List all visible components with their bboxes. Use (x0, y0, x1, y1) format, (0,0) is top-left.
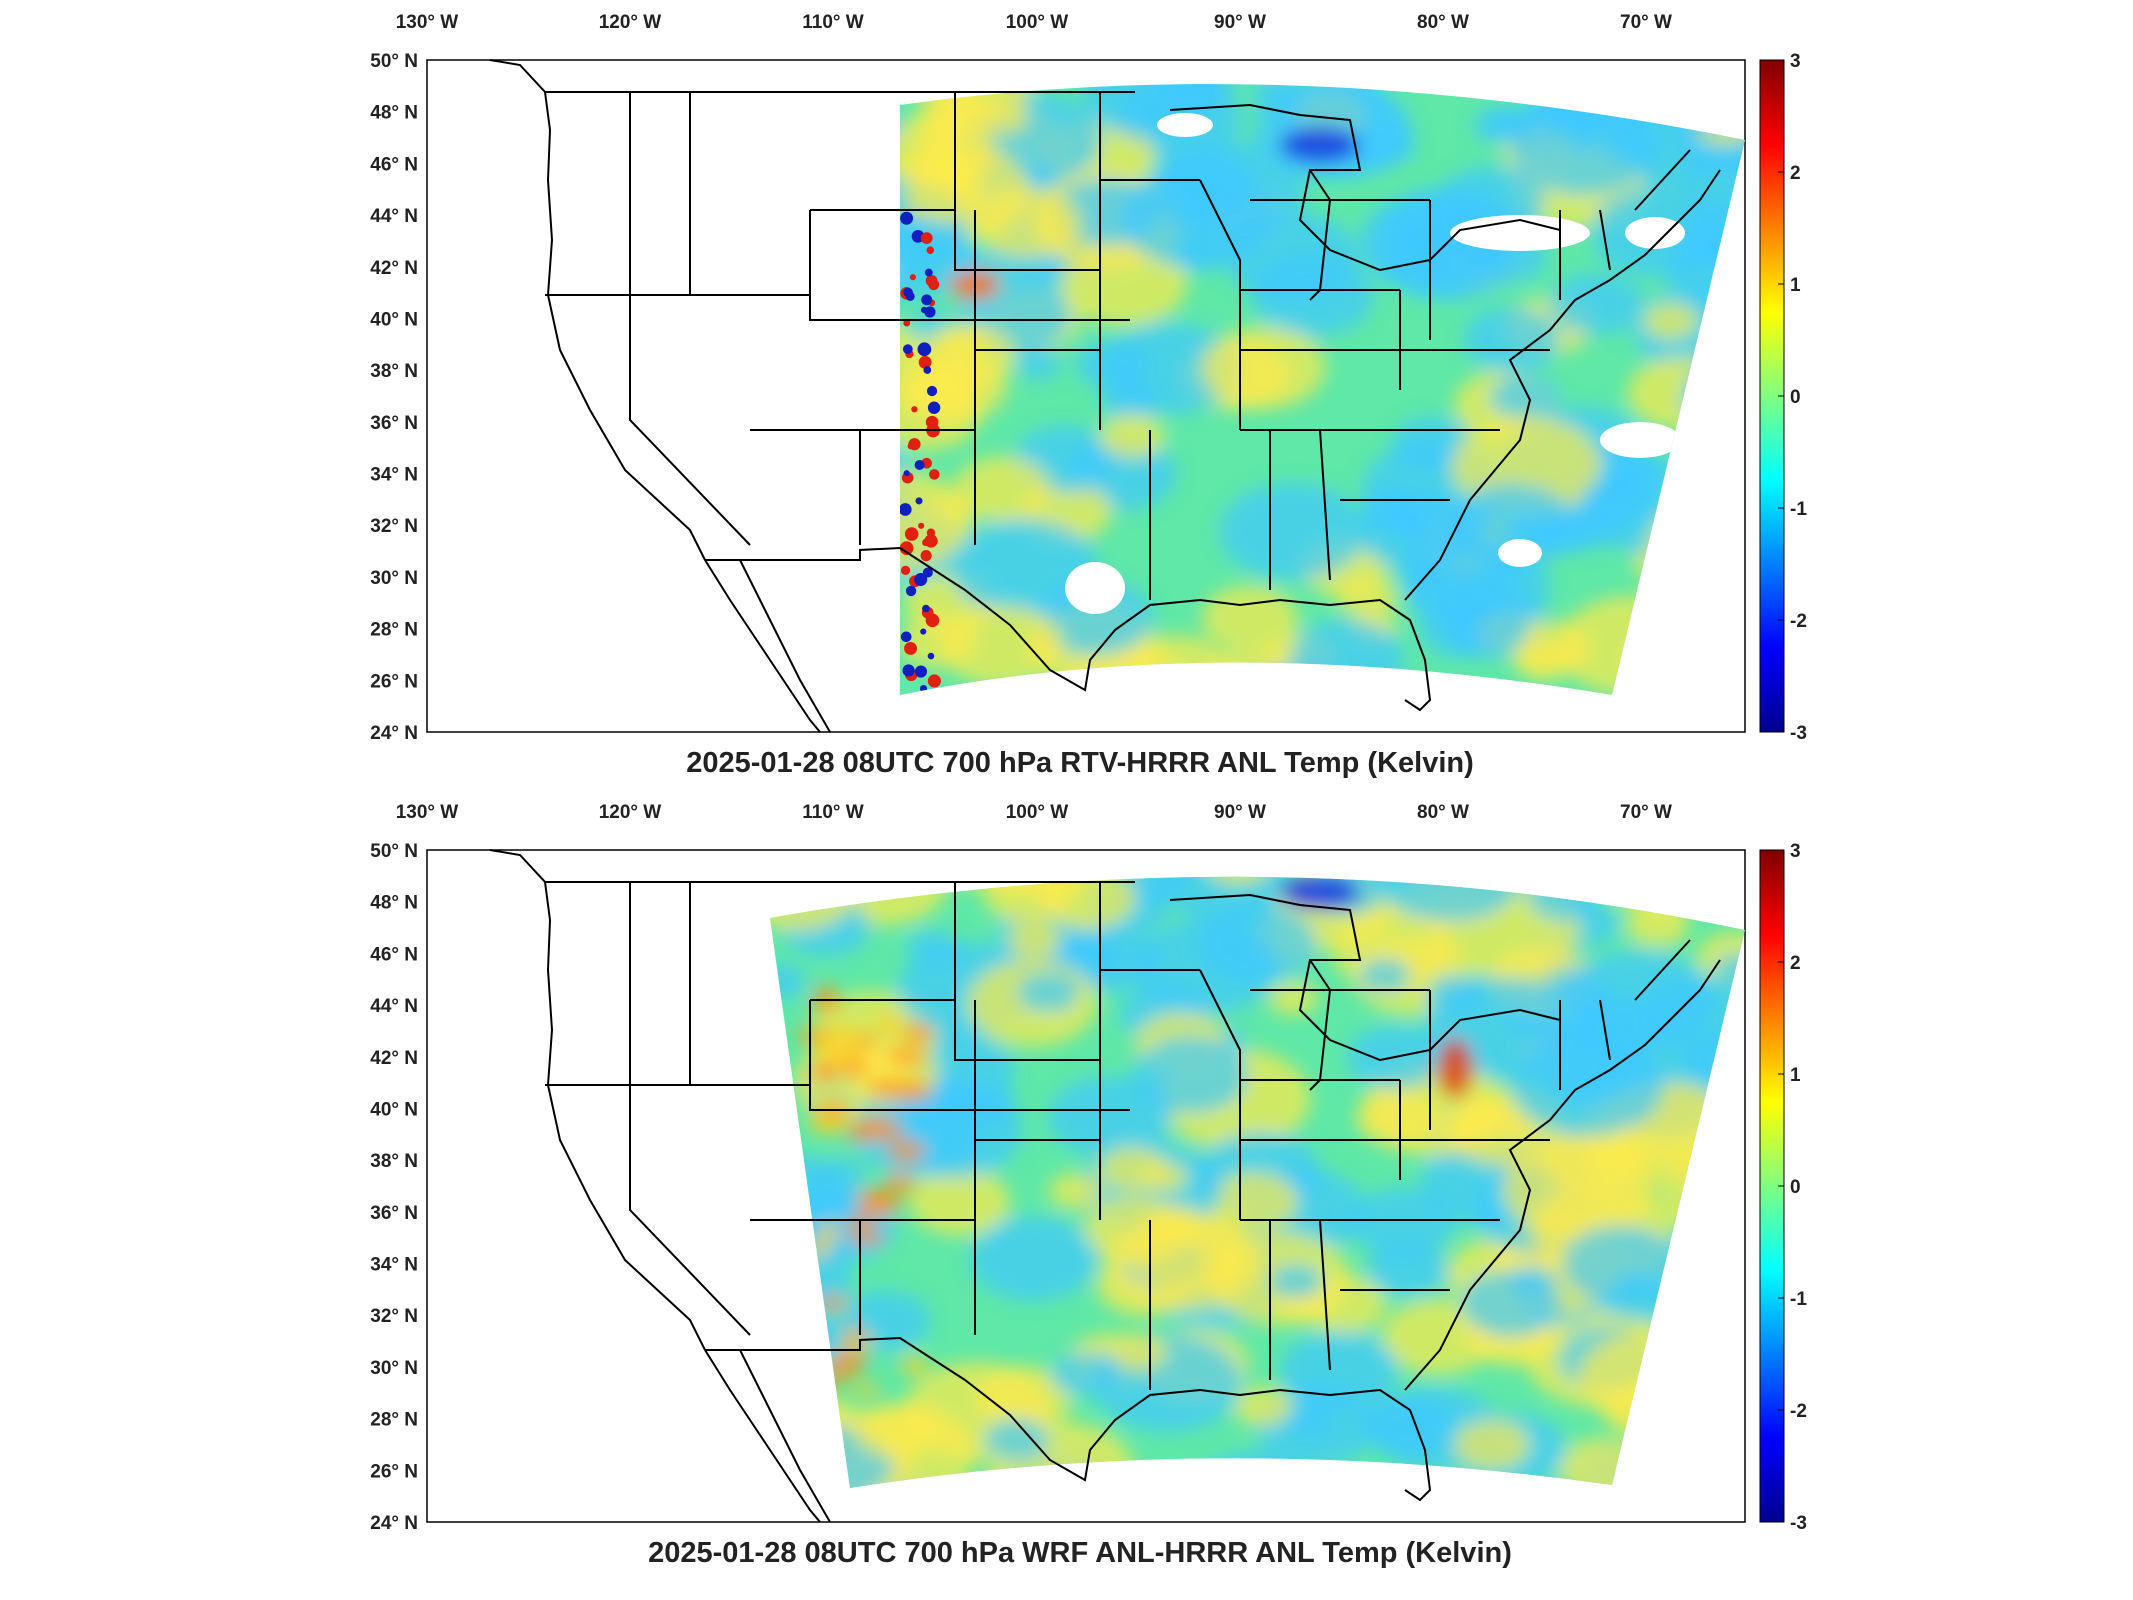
lat-tick-label: 24° N (370, 1513, 418, 1534)
lat-tick-label: 44° N (370, 206, 418, 227)
lat-tick-label: 34° N (370, 465, 418, 486)
state-borders (489, 849, 1721, 1523)
lat-tick-label: 50° N (370, 841, 418, 862)
colorbar-tick-label: 2 (1790, 953, 1801, 974)
lon-tick-label: 120° W (599, 12, 662, 33)
lon-tick-label: 80° W (1417, 12, 1469, 33)
lat-tick-label: 50° N (370, 51, 418, 72)
lon-tick-label: 110° W (802, 12, 864, 33)
lat-tick-label: 38° N (370, 361, 418, 382)
lon-tick-label: 100° W (1006, 802, 1069, 823)
lon-tick-label: 70° W (1620, 12, 1672, 33)
lat-tick-label: 46° N (370, 154, 418, 175)
lon-tick-label: 100° W (1006, 12, 1069, 33)
lat-tick-label: 42° N (370, 1048, 418, 1069)
colorbar-tick-label: 0 (1790, 387, 1801, 408)
colorbar-tick-label: -1 (1790, 1289, 1807, 1310)
lat-tick-label: 48° N (370, 103, 418, 124)
lon-tick-label: 110° W (802, 802, 864, 823)
lon-tick-label: 70° W (1620, 802, 1672, 823)
temperature-difference-field (900, 84, 1745, 695)
map-panel-bottom: 130° W 120° W 110° W 100° W 90° W 80° W 70° W 5… (0, 790, 2133, 1600)
colorbar-tick-label: 1 (1790, 275, 1801, 296)
lat-tick-label: 32° N (370, 516, 418, 537)
lat-tick-label: 26° N (370, 671, 418, 692)
colorbar-tick-label: 3 (1790, 841, 1801, 862)
lat-tick-label: 46° N (370, 944, 418, 965)
lat-tick-label: 36° N (370, 1203, 418, 1224)
lat-tick-label: 30° N (370, 568, 418, 589)
lon-tick-label: 90° W (1214, 12, 1266, 33)
lat-tick-label: 42° N (370, 258, 418, 279)
lat-tick-label: 38° N (370, 1151, 418, 1172)
lon-tick-label: 120° W (599, 802, 662, 823)
lat-tick-label: 28° N (370, 1410, 418, 1431)
map-svg: 130° W 120° W 110° W 100° W 90° W 80° W 70° W 5… (370, 12, 1807, 779)
lon-tick-label: 130° W (396, 12, 459, 33)
lat-tick-label: 40° N (370, 1099, 418, 1120)
lat-tick-label: 30° N (370, 1358, 418, 1379)
state-borders (489, 59, 1721, 733)
colorbar-tick-label: 0 (1790, 1177, 1801, 1198)
colorbar-tick-label: -3 (1790, 723, 1807, 744)
lat-tick-label: 28° N (370, 620, 418, 641)
lon-tick-label: 80° W (1417, 802, 1469, 823)
lat-tick-label: 24° N (370, 723, 418, 744)
map-panel-top: 130° W 120° W 110° W 100° W 90° W 80° W 70° W 5… (0, 0, 2133, 790)
lat-tick-label: 32° N (370, 1306, 418, 1327)
panel-title: 2025-01-28 08UTC 700 hPa WRF ANL-HRRR AN… (648, 1537, 1512, 1569)
lat-tick-label: 34° N (370, 1255, 418, 1276)
map-svg: 130° W 120° W 110° W 100° W 90° W 80° W 70° W 5… (370, 802, 1807, 1569)
panel-title: 2025-01-28 08UTC 700 hPa RTV-HRRR ANL Te… (686, 747, 1474, 779)
colorbar-tick-label: -1 (1790, 499, 1807, 520)
colorbar-tick-label: -2 (1790, 611, 1807, 632)
colorbar-tick-label: 2 (1790, 163, 1801, 184)
lon-tick-label: 130° W (396, 802, 459, 823)
colorbar-tick-label: -3 (1790, 1513, 1807, 1534)
lat-tick-label: 36° N (370, 413, 418, 434)
colorbar-tick-label: 1 (1790, 1065, 1801, 1086)
lat-tick-label: 48° N (370, 893, 418, 914)
lon-tick-label: 90° W (1214, 802, 1266, 823)
lat-tick-label: 40° N (370, 309, 418, 330)
lat-tick-label: 44° N (370, 996, 418, 1017)
colorbar-tick-label: -2 (1790, 1401, 1807, 1422)
colorbar-tick-label: 3 (1790, 51, 1801, 72)
lat-tick-label: 26° N (370, 1461, 418, 1482)
